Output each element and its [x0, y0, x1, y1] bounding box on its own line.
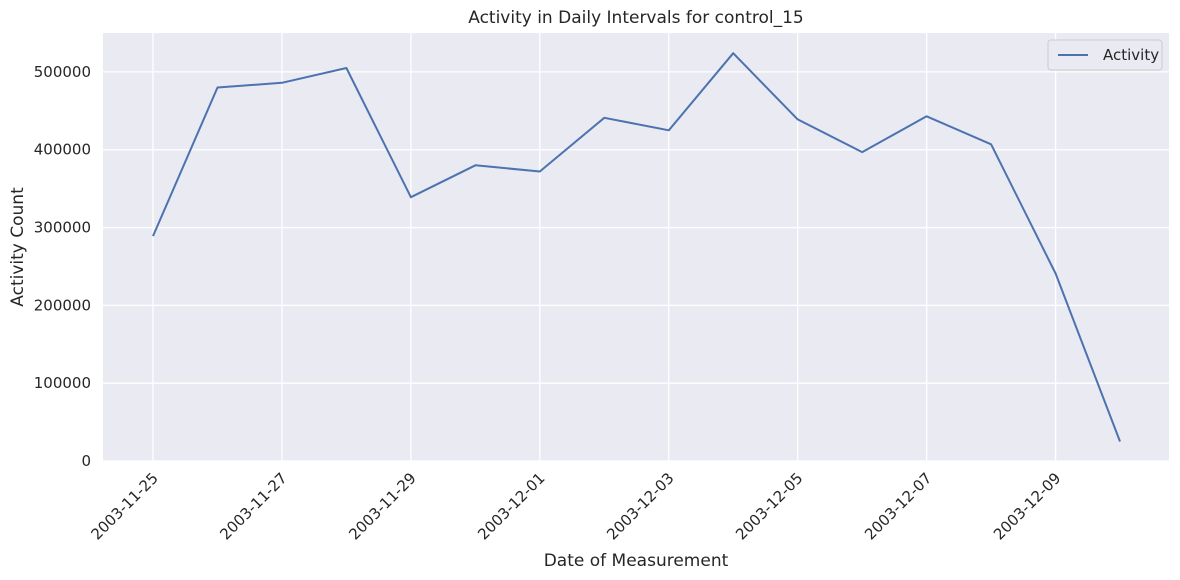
series-layer — [152, 52, 1121, 442]
y-tick-label: 200000 — [34, 296, 91, 314]
y-tick-labels: 0 100000 200000 300000 400000 500000 — [34, 63, 91, 470]
legend-label-activity: Activity — [1103, 46, 1159, 64]
x-tick-label: 2003-12-09 — [990, 469, 1064, 543]
y-tick-label: 400000 — [34, 141, 91, 159]
x-tick-label: 2003-12-07 — [861, 469, 935, 543]
legend-box — [1047, 39, 1163, 71]
y-axis-title: Activity Count — [8, 187, 28, 307]
y-tick-label: 300000 — [34, 219, 91, 237]
series-line-activity — [152, 52, 1121, 442]
x-tick-label: 2003-11-25 — [87, 469, 161, 543]
y-tick-label: 100000 — [34, 374, 91, 392]
x-tick-labels: 2003-11-25 2003-11-27 2003-11-29 2003-12-01… — [87, 469, 1064, 543]
x-tick-label: 2003-12-05 — [732, 469, 806, 543]
y-tick-label: 500000 — [34, 63, 91, 81]
y-tick-label: 0 — [81, 452, 91, 470]
chart-title: Activity in Daily Intervals for control_… — [468, 8, 804, 28]
x-axis-title: Date of Measurement — [544, 551, 729, 571]
legend: Activity — [1047, 39, 1163, 71]
x-tick-label: 2003-11-29 — [345, 469, 419, 543]
plot-background — [103, 33, 1169, 461]
x-tick-label: 2003-12-03 — [603, 469, 677, 543]
x-tick-label: 2003-11-27 — [216, 469, 290, 543]
grid-lines — [103, 33, 1169, 462]
x-tick-label: 2003-12-01 — [474, 469, 548, 543]
